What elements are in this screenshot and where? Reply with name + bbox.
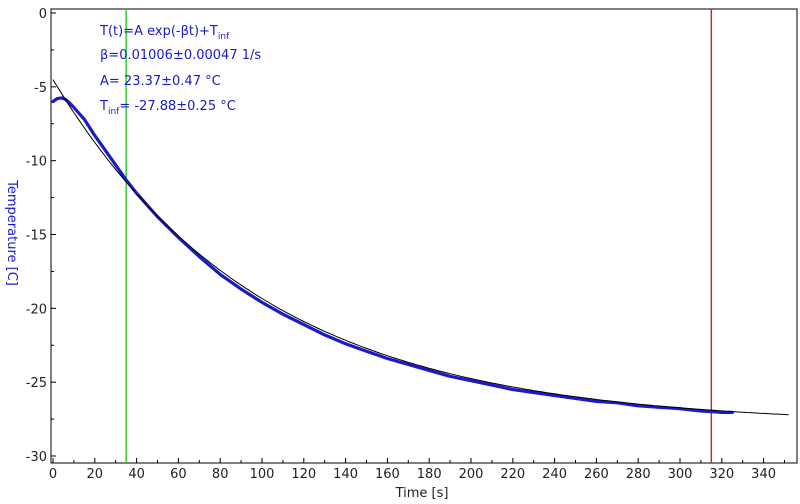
fit-annotation: T(t)=A exp(-βt)+Tinf β=0.01006±0.00047 1…: [99, 24, 261, 117]
fit-tinf-text: Tinf= -27.88±0.25 °C: [99, 99, 236, 117]
y-tick-label: -25: [26, 376, 47, 391]
x-tick-label: 340: [751, 467, 776, 482]
fit-curve-line: [52, 79, 789, 416]
x-tick-label: 20: [87, 467, 104, 482]
y-tick-label: -5: [34, 81, 47, 96]
y-tick-label: -15: [26, 229, 47, 244]
x-axis-ticks: 0 20 40 60 80 100 120 140 160 180 200 220 240 260 280 3…: [49, 458, 785, 482]
fit-beta-text: β=0.01006±0.00047 1/s: [100, 48, 261, 63]
x-tick-label: 180: [417, 467, 442, 482]
x-tick-label: 60: [170, 467, 187, 482]
x-tick-label: 0: [49, 467, 57, 482]
y-axis-title: Temperature [C]: [4, 179, 19, 286]
y-tick-label: -20: [26, 302, 47, 317]
fit-equation-main: T(t)=A exp(-βt)+T: [99, 24, 218, 39]
y-axis-ticks: 0 -5 -10 -15 -20 -25 -30: [26, 7, 56, 465]
x-tick-label: 120: [291, 467, 316, 482]
x-tick-label: 280: [626, 467, 651, 482]
x-tick-label: 260: [584, 467, 609, 482]
y-tick-label: -30: [26, 450, 47, 465]
data-series-line: [51, 96, 734, 414]
x-tick-label: 140: [333, 467, 358, 482]
x-tick-label: 100: [250, 467, 275, 482]
y-tick-label: -10: [26, 155, 47, 170]
x-axis-title: Time [s]: [395, 486, 449, 501]
x-tick-label: 320: [709, 467, 734, 482]
x-tick-label: 40: [128, 467, 145, 482]
fit-amplitude-text: A= 23.37±0.47 °C: [100, 74, 221, 89]
x-tick-label: 160: [375, 467, 400, 482]
x-tick-label: 220: [500, 467, 525, 482]
fit-tinf-subscript: inf: [108, 107, 120, 117]
fit-tinf-main: T: [99, 99, 108, 114]
fit-tinf-value: = -27.88±0.25 °C: [119, 99, 235, 114]
fit-equation-text: T(t)=A exp(-βt)+Tinf: [99, 24, 230, 42]
x-tick-label: 80: [212, 467, 229, 482]
y-tick-label: 0: [39, 7, 47, 22]
fit-equation-subscript: inf: [218, 32, 230, 42]
x-tick-label: 300: [668, 467, 693, 482]
x-tick-label: 200: [459, 467, 484, 482]
x-tick-label: 240: [542, 467, 567, 482]
